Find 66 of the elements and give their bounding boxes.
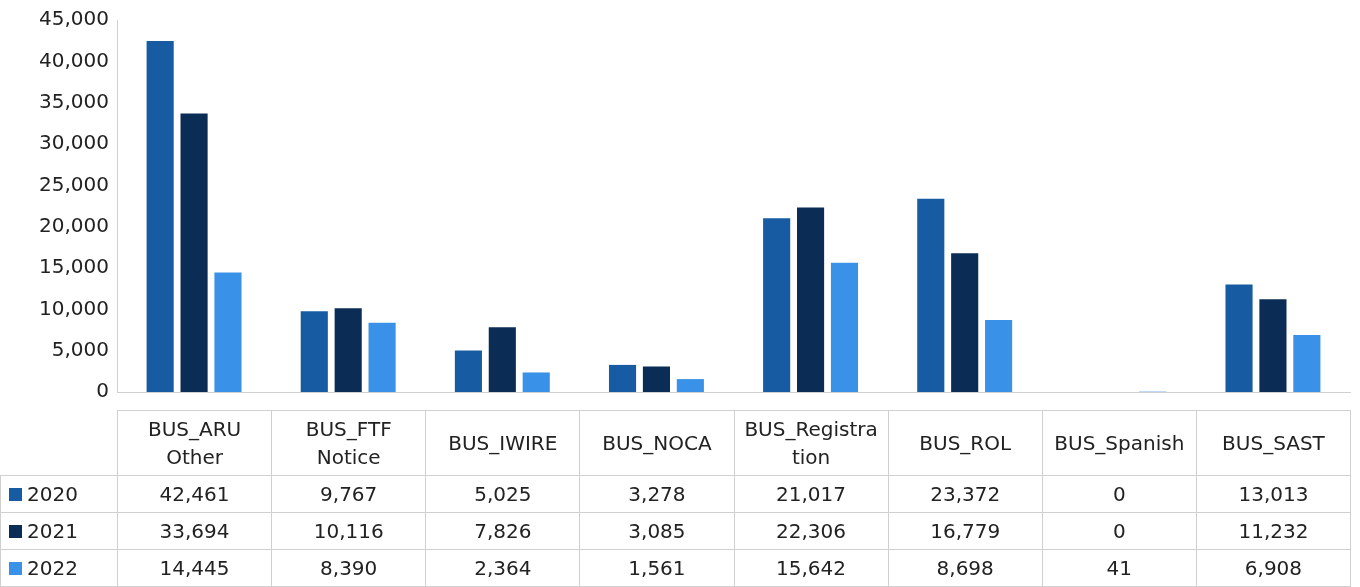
bar — [985, 320, 1013, 392]
bar — [454, 350, 482, 392]
bar — [334, 308, 362, 392]
legend-label: 2020 — [0, 475, 118, 513]
bar — [1293, 334, 1321, 392]
data-label: 2,364 — [425, 549, 580, 587]
data-label: 3,278 — [579, 475, 734, 513]
x-tick-label: BUS_Spanish — [1042, 410, 1197, 476]
y-tick-label: 10,000 — [39, 295, 109, 320]
y-tick-label: 5,000 — [51, 336, 109, 361]
bar — [1259, 299, 1287, 392]
y-tick-label: 35,000 — [39, 88, 109, 113]
data-label: 41 — [1042, 549, 1197, 587]
y-tick-label: 15,000 — [39, 254, 109, 279]
bar — [488, 327, 516, 392]
bar — [608, 364, 637, 392]
bar — [797, 207, 825, 392]
data-label: 10,116 — [271, 512, 426, 550]
data-label: 6,908 — [1196, 549, 1351, 587]
data-label: 9,767 — [271, 475, 426, 513]
bar — [146, 40, 174, 392]
data-label: 11,232 — [1196, 512, 1351, 550]
data-label: 22,306 — [734, 512, 889, 550]
y-tick-label: 30,000 — [39, 130, 109, 155]
x-tick-label: BUS_SAST — [1196, 410, 1351, 476]
data-label: 13,013 — [1196, 475, 1351, 513]
x-tick-label: BUS_FTF Notice — [271, 410, 426, 476]
bar — [642, 366, 670, 392]
data-label: 16,779 — [888, 512, 1043, 550]
bar — [1225, 284, 1253, 392]
bar — [917, 198, 945, 392]
x-tick-label: BUS_NOCA — [579, 410, 734, 476]
data-label: 8,390 — [271, 549, 426, 587]
y-tick-label: 25,000 — [39, 171, 109, 196]
bar — [368, 322, 396, 392]
data-label: 3,085 — [579, 512, 734, 550]
legend-label: 2022 — [0, 549, 118, 587]
bar — [763, 218, 791, 392]
bar — [300, 311, 328, 392]
data-label: 15,642 — [734, 549, 889, 587]
bar — [830, 262, 859, 392]
x-tick-label: BUS_IWIRE — [425, 410, 580, 476]
data-label: 23,372 — [888, 475, 1043, 513]
data-label: 0 — [1042, 512, 1197, 550]
y-tick-label: 40,000 — [39, 47, 109, 72]
data-label: 1,561 — [579, 549, 734, 587]
y-tick-label: 20,000 — [39, 212, 109, 237]
data-label: 7,826 — [425, 512, 580, 550]
bar — [180, 113, 208, 392]
data-label: 5,025 — [425, 475, 580, 513]
y-tick-label: 0 — [96, 378, 109, 403]
bar — [214, 272, 242, 392]
data-label: 8,698 — [888, 549, 1043, 587]
data-label: 14,445 — [117, 549, 272, 587]
bar — [951, 253, 979, 392]
bar — [676, 379, 704, 392]
data-label: 21,017 — [734, 475, 889, 513]
data-label: 42,461 — [117, 475, 272, 513]
bar — [522, 372, 550, 392]
x-tick-label: BUS_Registration — [734, 410, 889, 476]
y-tick-label: 45,000 — [39, 6, 109, 31]
x-tick-label: BUS_ARU Other — [117, 410, 272, 476]
data-label: 33,694 — [117, 512, 272, 550]
data-label: 0 — [1042, 475, 1197, 513]
legend-label: 2021 — [0, 512, 118, 550]
x-tick-label: BUS_ROL — [888, 410, 1043, 476]
